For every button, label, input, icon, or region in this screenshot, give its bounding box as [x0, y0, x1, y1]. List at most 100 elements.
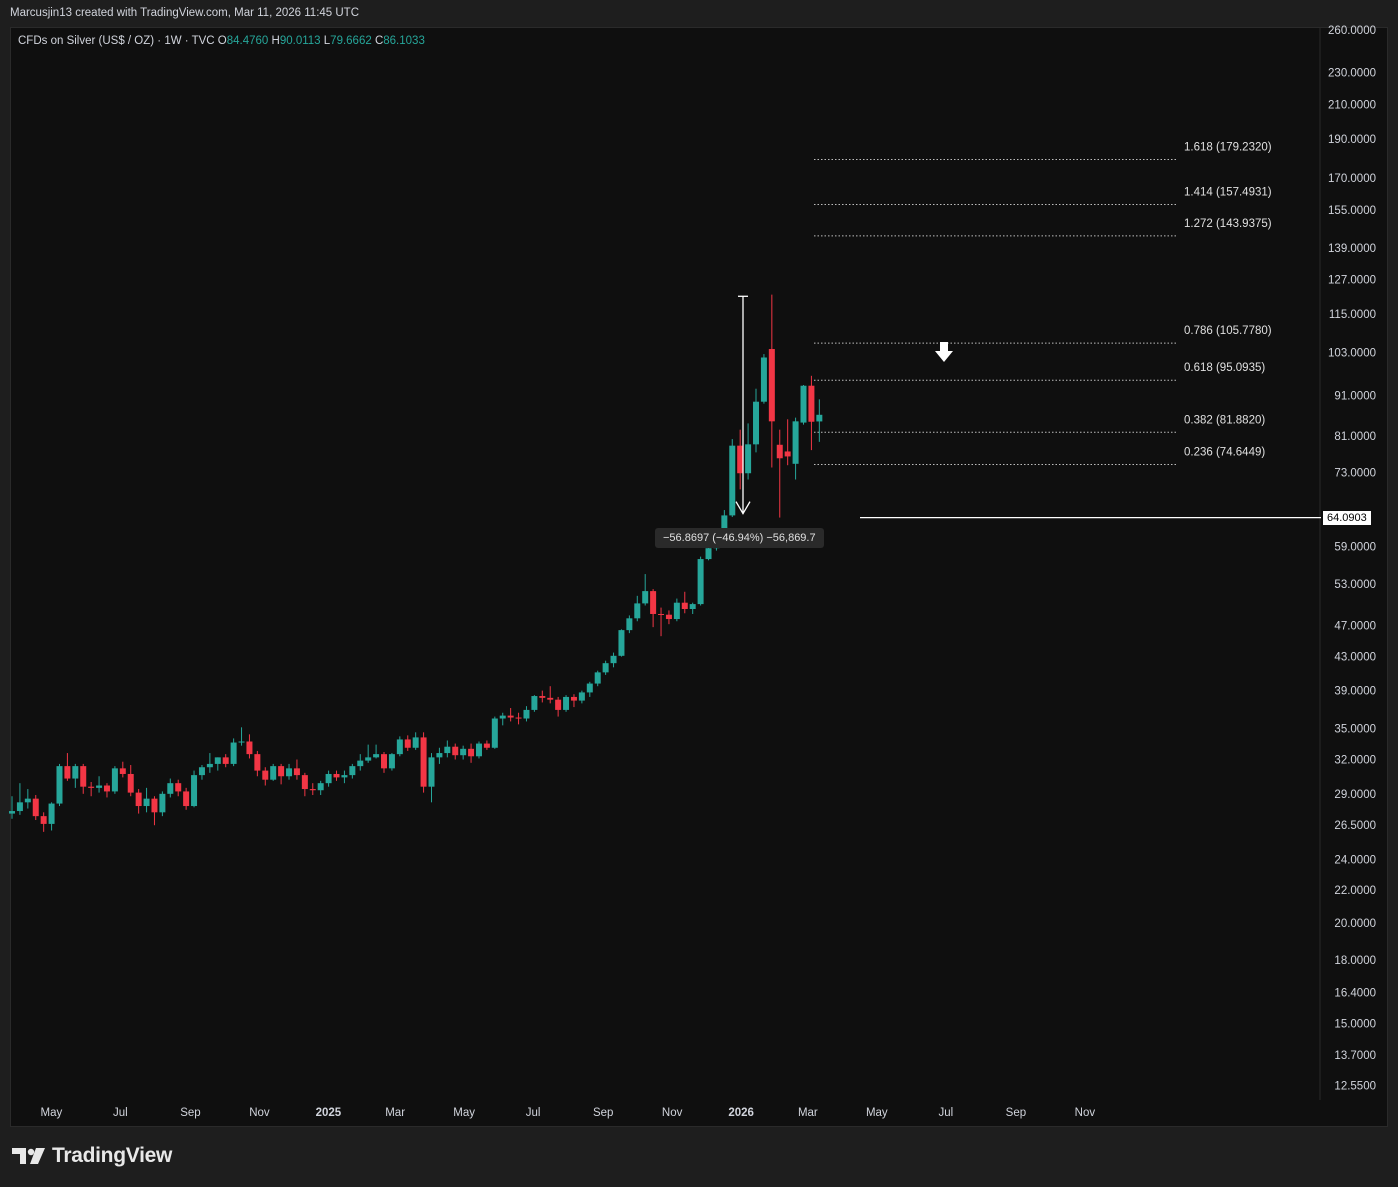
candle-body: [246, 741, 253, 755]
candle-body: [206, 763, 213, 768]
y-tick-label: 127.0000: [1328, 274, 1376, 286]
candle-body: [768, 349, 775, 422]
y-tick-label: 260.0000: [1328, 25, 1376, 37]
candle-body: [151, 798, 158, 813]
candle-body: [563, 696, 570, 710]
close-value: 86.1033: [383, 35, 425, 47]
candle-body: [792, 421, 799, 464]
candle-body: [191, 775, 198, 807]
low-value: 79.6662: [330, 35, 372, 47]
y-tick-label: 13.7000: [1334, 1050, 1376, 1062]
candle-body: [404, 739, 411, 748]
x-tick-label: Mar: [798, 1107, 818, 1119]
y-tick-label: 32.0000: [1334, 755, 1376, 767]
candle-body: [468, 748, 475, 757]
candle-body: [278, 766, 285, 777]
candle-body: [658, 613, 665, 615]
y-tick-label: 210.0000: [1328, 99, 1376, 111]
chart-credit: Marcusjin13 created with TradingView.com…: [10, 7, 360, 19]
candle-body: [507, 715, 514, 718]
candle-body: [111, 768, 118, 792]
y-tick-label: 170.0000: [1328, 173, 1376, 185]
candle-body: [9, 811, 15, 814]
candle-body: [88, 786, 95, 788]
low-label: L: [323, 35, 331, 47]
candle-body: [40, 816, 47, 824]
y-tick-label: 16.4000: [1334, 987, 1376, 999]
candle-body: [460, 748, 467, 756]
candle-body: [753, 401, 760, 445]
y-tick-label: 47.0000: [1334, 621, 1376, 633]
candle-body: [444, 746, 451, 754]
candle-body: [808, 385, 815, 422]
candle-body: [32, 798, 39, 817]
y-tick-label: 91.0000: [1334, 391, 1376, 403]
y-tick-label: 73.0000: [1334, 467, 1376, 479]
high-value: 90.0113: [279, 35, 321, 47]
candle-body: [539, 696, 546, 698]
y-tick-label: 26.5000: [1334, 820, 1376, 832]
candle-body: [499, 715, 506, 719]
candle-body: [159, 793, 166, 813]
candle-body: [64, 766, 71, 779]
y-tick-label: 59.0000: [1334, 541, 1376, 553]
x-tick-label: Sep: [1006, 1107, 1026, 1119]
y-tick-label: 190.0000: [1328, 134, 1376, 146]
candle-body: [254, 754, 261, 771]
candle-body: [175, 783, 182, 792]
candle-body: [388, 754, 395, 769]
symbol-legend: CFDs on Silver (US$ / OZ) · 1W · TVC O84…: [18, 35, 425, 47]
candle-body: [198, 767, 205, 776]
candle-body: [365, 757, 372, 761]
candle-body: [127, 773, 134, 793]
candle-body: [776, 444, 783, 459]
measure-label: −56.8697 (−46.94%) −56,869.7: [655, 528, 824, 548]
fib-level-label: 0.236 (74.6449): [1184, 447, 1265, 459]
candle-body: [483, 743, 490, 748]
candle-body: [373, 754, 380, 758]
candle-body: [119, 768, 126, 774]
open-label: O: [217, 35, 227, 47]
y-tick-label: 15.0000: [1334, 1018, 1376, 1030]
candle-body: [689, 604, 696, 610]
candle-body: [270, 766, 277, 780]
candle-body: [705, 548, 712, 560]
candle-body: [357, 760, 364, 767]
candle-body: [349, 766, 356, 776]
candle-body: [183, 791, 190, 807]
x-tick-label: Nov: [249, 1107, 270, 1119]
candle-body: [760, 357, 767, 402]
x-tick-label: May: [453, 1107, 475, 1119]
x-tick-label: Nov: [662, 1107, 683, 1119]
candle-body: [515, 717, 522, 719]
candle-body: [610, 655, 617, 664]
candle-body: [452, 746, 459, 756]
tradingview-logo[interactable]: TradingView: [12, 1144, 172, 1168]
x-tick-label: May: [41, 1107, 63, 1119]
y-tick-label: 139.0000: [1328, 243, 1376, 255]
x-tick-label: Mar: [385, 1107, 405, 1119]
fib-level-label: 1.414 (157.4931): [1184, 186, 1272, 198]
candle-body: [222, 757, 229, 764]
candle-body: [420, 737, 427, 787]
candle-body: [309, 789, 316, 791]
candle-body: [293, 768, 300, 776]
candle-body: [412, 737, 419, 748]
candle-body: [642, 591, 649, 604]
x-tick-label: May: [866, 1107, 888, 1119]
candle-body: [697, 559, 704, 605]
y-tick-label: 18.0000: [1334, 955, 1376, 967]
candle-body: [143, 798, 150, 807]
fib-level-label: 0.786 (105.7780): [1184, 325, 1272, 337]
candle-body: [286, 768, 293, 777]
candle-body: [729, 445, 736, 516]
x-tick-label: Nov: [1075, 1107, 1096, 1119]
candle-body: [665, 614, 672, 620]
y-tick-label: 39.0000: [1334, 686, 1376, 698]
candle-body: [262, 770, 269, 780]
candle-body: [428, 757, 435, 787]
y-tick-label: 115.0000: [1329, 309, 1376, 321]
candle-body: [523, 709, 530, 719]
candle-body: [475, 743, 482, 757]
